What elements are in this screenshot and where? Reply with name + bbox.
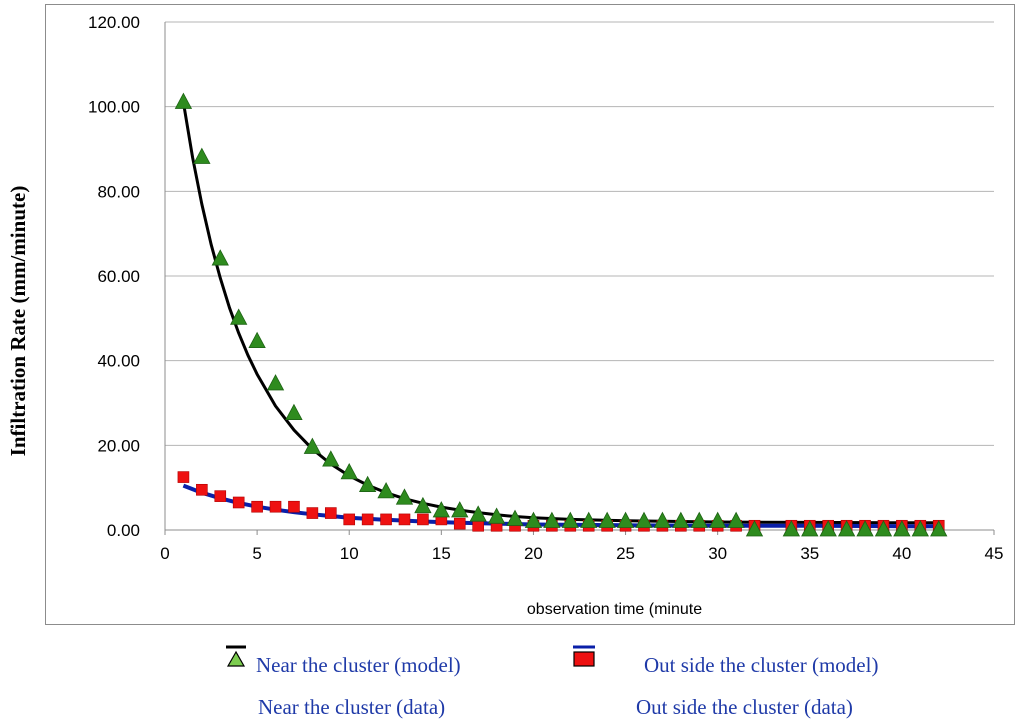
data-point-square	[196, 483, 208, 496]
data-point-triangle	[487, 507, 506, 524]
data-point-triangle	[432, 501, 451, 518]
data-point-triangle	[801, 520, 819, 537]
data-point-triangle	[745, 520, 764, 537]
data-point-square	[324, 507, 337, 519]
data-point-square	[417, 513, 429, 526]
x-tick-label: 15	[432, 544, 451, 563]
data-point-square	[288, 500, 300, 513]
data-point-triangle	[377, 482, 395, 499]
y-axis-title: Infiltration Rate (mm/minute)	[6, 186, 30, 457]
legend-label: Near the cluster (data)	[258, 695, 445, 719]
y-tick-label: 40.00	[97, 352, 140, 371]
x-axis-title: observation time (minute	[527, 601, 702, 618]
data-point-triangle	[580, 511, 598, 528]
legend-triangle-swatch	[226, 650, 246, 667]
data-point-triangle	[709, 511, 727, 528]
data-point-triangle	[193, 147, 211, 164]
data-point-triangle	[874, 520, 893, 537]
y-tick-label: 100.00	[88, 98, 140, 117]
data-point-triangle	[524, 511, 543, 528]
data-point-square	[343, 513, 356, 526]
x-tick-label: 10	[340, 544, 359, 563]
data-point-triangle	[395, 488, 414, 505]
data-point-triangle	[930, 520, 948, 537]
y-tick-label: 20.00	[97, 436, 140, 455]
data-point-triangle	[358, 475, 377, 492]
x-tick-label: 35	[800, 544, 819, 563]
data-point-triangle	[856, 520, 874, 537]
data-point-square	[398, 513, 411, 526]
data-point-square	[232, 496, 245, 509]
x-tick-label: 40	[892, 544, 911, 563]
data-point-triangle	[230, 308, 248, 325]
x-tick-label: 5	[252, 544, 261, 563]
y-tick-label: 120.00	[88, 13, 140, 32]
x-tick-label: 0	[160, 544, 169, 563]
x-tick-label: 30	[708, 544, 727, 563]
data-point-triangle	[340, 463, 358, 480]
legend-label: Near the cluster (model)	[256, 653, 461, 677]
y-tick-label: 80.00	[97, 182, 140, 201]
data-point-square	[453, 517, 466, 530]
data-point-triangle	[727, 511, 745, 528]
data-point-triangle	[469, 505, 487, 522]
x-tick-label: 20	[524, 544, 543, 563]
data-point-triangle	[543, 511, 561, 528]
data-point-triangle	[819, 520, 837, 537]
data-point-triangle	[248, 331, 266, 349]
data-point-triangle	[635, 511, 653, 528]
y-tick-label: 60.00	[97, 267, 140, 286]
data-point-triangle	[285, 403, 303, 420]
data-point-triangle	[690, 511, 708, 528]
data-point-triangle	[174, 92, 193, 109]
data-point-square	[306, 507, 319, 519]
legend-square-swatch	[573, 651, 595, 667]
data-point-square	[361, 513, 374, 526]
data-point-triangle	[893, 520, 911, 537]
data-point-square	[214, 490, 227, 502]
data-point-triangle	[322, 450, 340, 467]
legend-label: Out side the cluster (data)	[636, 695, 853, 719]
legend-label: Out side the cluster (model)	[644, 653, 878, 677]
series-line	[181, 102, 939, 525]
data-point-triangle	[451, 501, 469, 518]
data-point-triangle	[653, 511, 672, 528]
data-point-triangle	[672, 511, 690, 528]
data-point-square	[177, 471, 190, 483]
y-tick-label: 0.00	[107, 521, 140, 540]
data-point-square	[251, 500, 263, 513]
data-point-triangle	[506, 509, 524, 526]
data-point-square	[380, 513, 392, 526]
data-point-triangle	[266, 374, 285, 391]
data-point-triangle	[211, 249, 229, 266]
data-point-triangle	[561, 511, 579, 528]
data-point-triangle	[911, 520, 929, 537]
data-point-triangle	[303, 437, 322, 454]
data-point-triangle	[414, 496, 432, 514]
data-point-triangle	[782, 520, 801, 537]
data-point-triangle	[598, 511, 616, 528]
data-point-square	[269, 500, 282, 513]
x-tick-label: 25	[616, 544, 635, 563]
data-point-square	[472, 519, 484, 532]
data-point-triangle	[616, 511, 635, 528]
x-tick-label: 45	[985, 544, 1004, 563]
data-point-triangle	[837, 520, 856, 537]
